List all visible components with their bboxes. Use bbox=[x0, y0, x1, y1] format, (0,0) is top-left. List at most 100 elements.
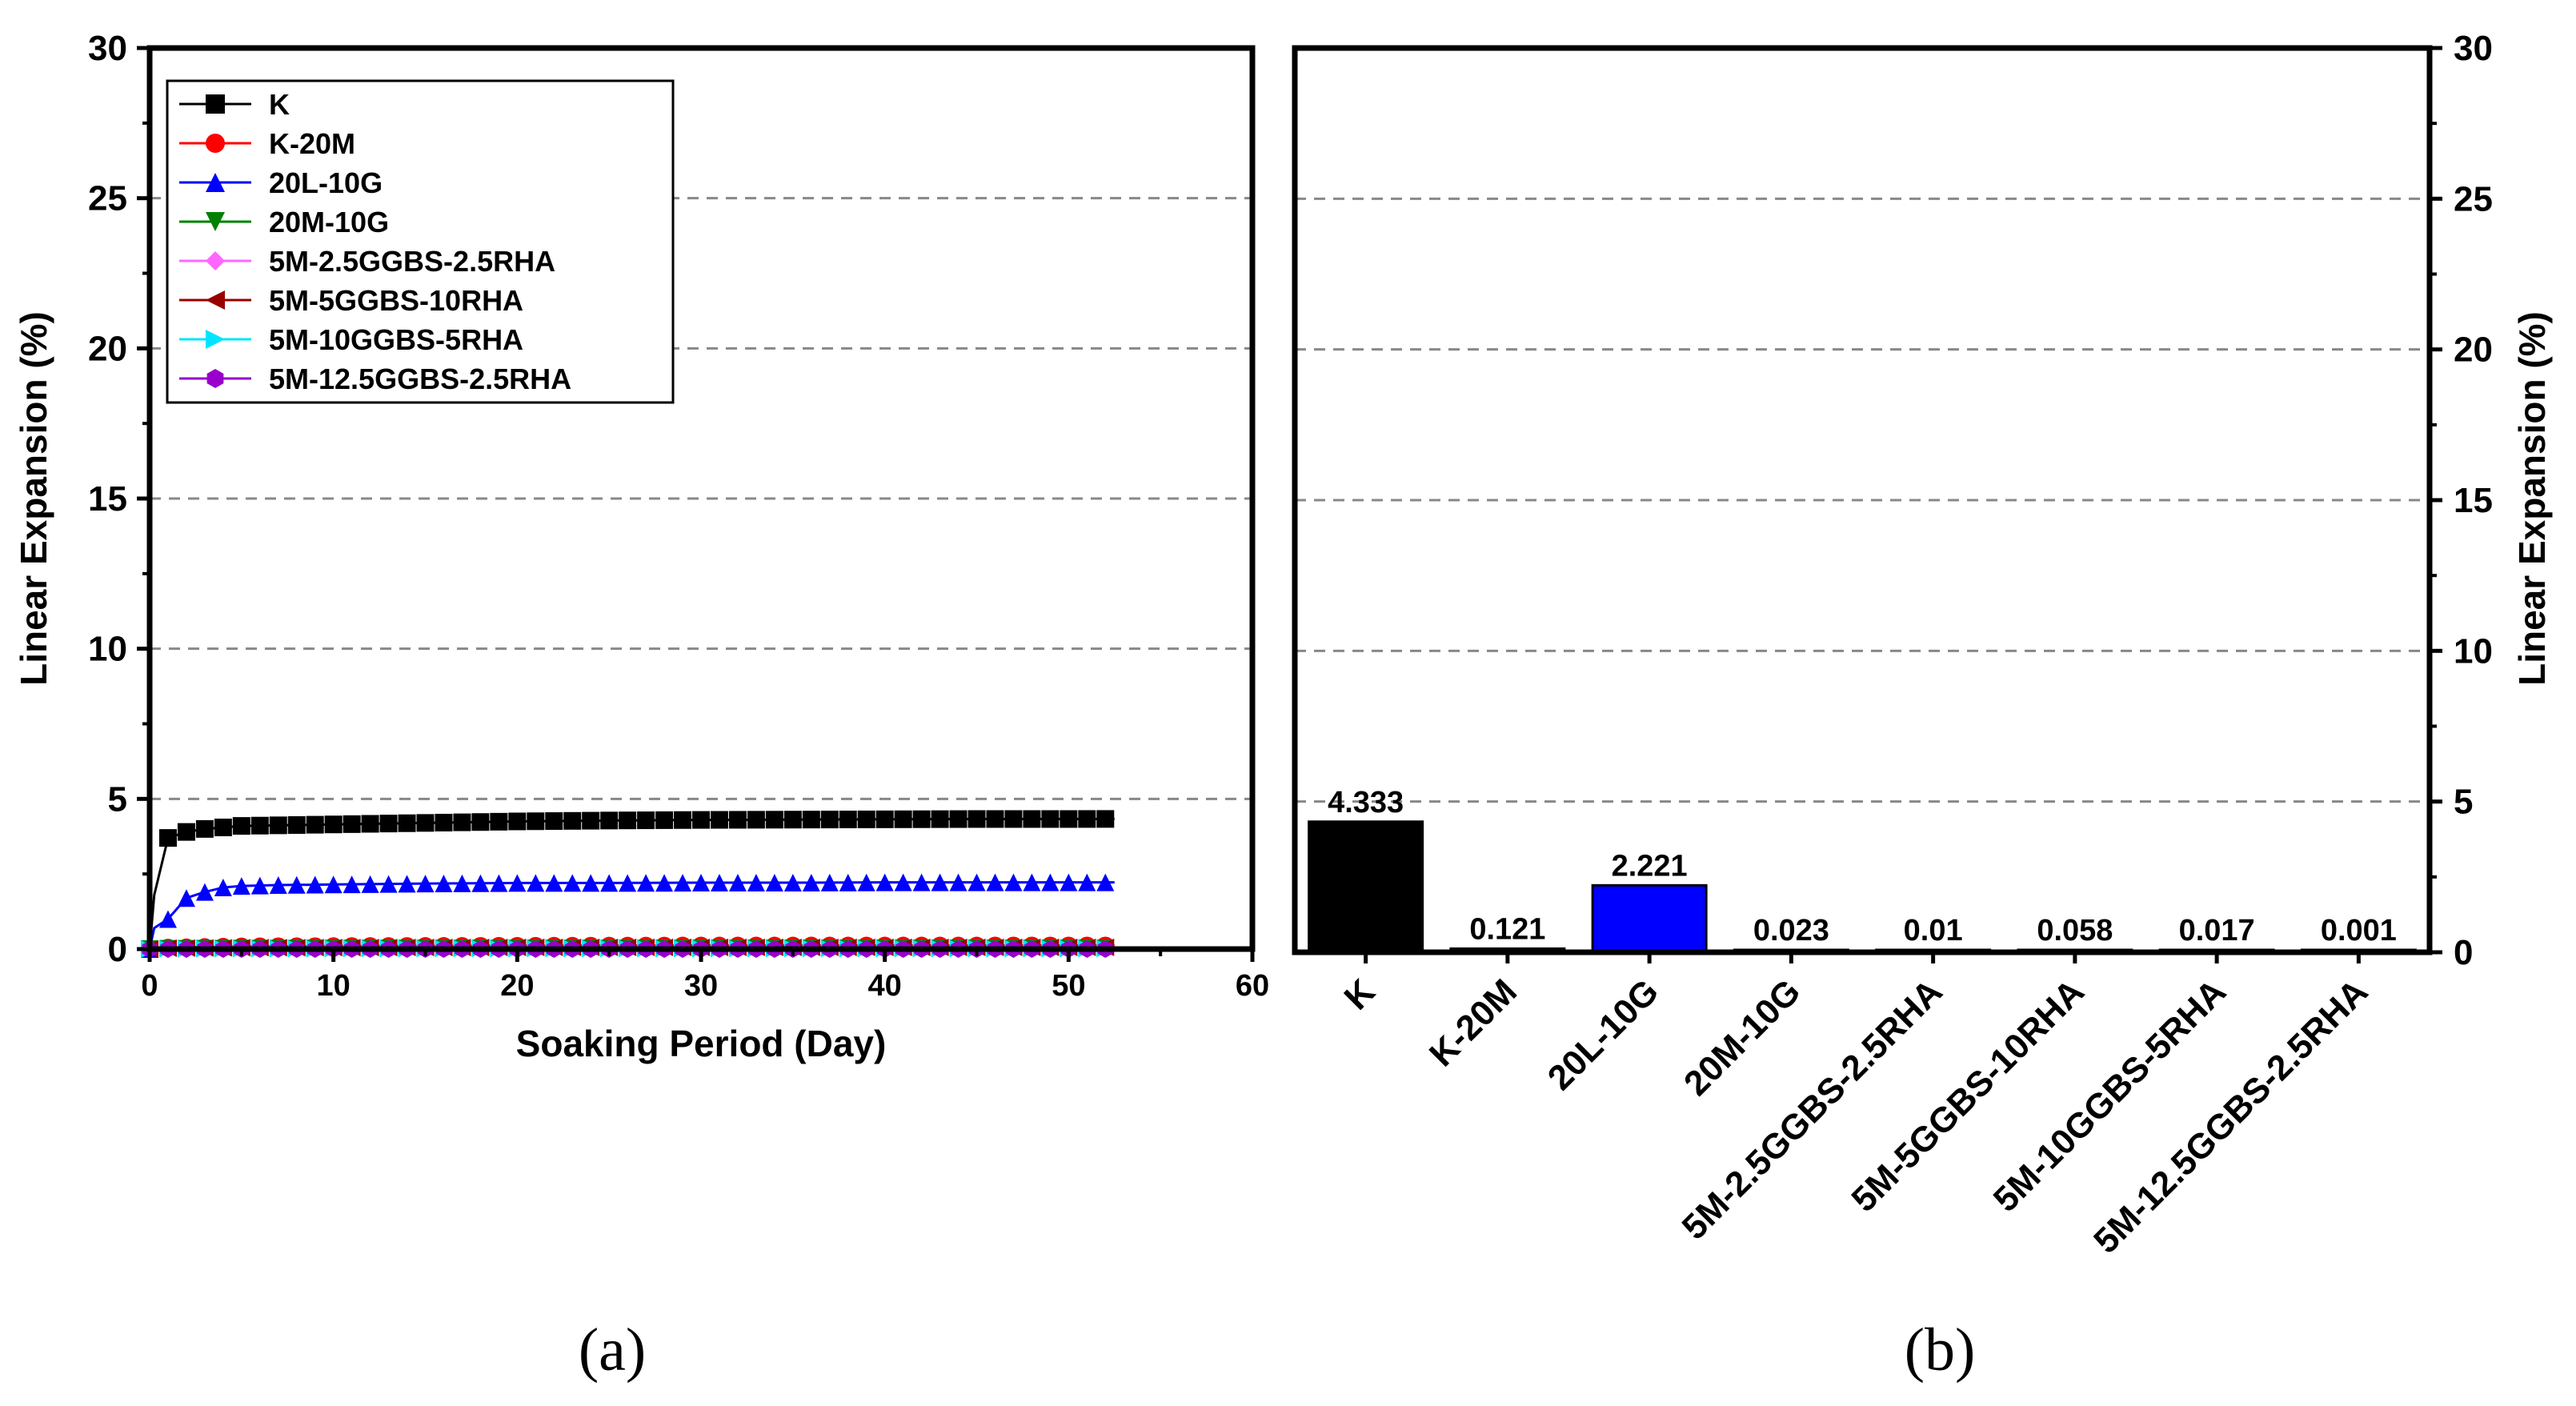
y-tick-label-b: 15 bbox=[2454, 481, 2493, 520]
legend-marker-20L-10G bbox=[206, 173, 225, 192]
data-point-20L-10G bbox=[655, 874, 674, 892]
x-category-label-20L-10G: 20L-10G bbox=[1540, 971, 1666, 1097]
data-point-20L-10G bbox=[158, 910, 177, 928]
line-chart-panel-a: 0 10 20 30 40 50 60 0 5 10 15 20 25 30 Soaking Perio… bbox=[13, 29, 1269, 1384]
data-point-20L-10G bbox=[490, 874, 508, 892]
data-point-20L-10G bbox=[802, 873, 820, 891]
y-tick-label-a: 15 bbox=[88, 479, 127, 519]
data-point-20L-10G bbox=[1078, 873, 1096, 891]
data-point-20L-10G bbox=[232, 877, 250, 895]
series-20L-10G bbox=[141, 873, 1115, 958]
data-point-20L-10G bbox=[250, 876, 269, 895]
data-point-20L-10G bbox=[986, 873, 1004, 891]
data-point-K bbox=[232, 817, 250, 835]
data-point-20L-10G bbox=[949, 873, 968, 891]
data-point-K bbox=[875, 810, 894, 828]
bar-value-labels-b: 4.333 0.121 2.221 0.023 0.01 0.058 0.017 0.001 bbox=[1328, 786, 2397, 947]
data-point-K bbox=[894, 810, 912, 828]
data-point-K bbox=[802, 811, 820, 829]
grid-lines-b bbox=[1295, 197, 2430, 803]
data-point-20L-10G bbox=[674, 874, 692, 892]
data-point-K bbox=[177, 823, 195, 841]
data-point-K bbox=[1096, 810, 1115, 828]
data-point-K bbox=[655, 811, 674, 829]
legend-marker-5M-10GGBS-5RHA bbox=[206, 330, 225, 349]
data-point-K bbox=[508, 812, 527, 831]
x-category-label-5M-2.5GGBS-2.5RHA: 5M-2.5GGBS-2.5RHA bbox=[1675, 971, 1950, 1247]
legend-frame bbox=[166, 79, 675, 404]
data-point-20L-10G bbox=[747, 874, 765, 892]
y-tick-label-b: 25 bbox=[2454, 179, 2493, 218]
x-tick-label-a: 60 bbox=[1236, 969, 1269, 1003]
data-point-20L-10G bbox=[857, 873, 875, 891]
bars-group-b bbox=[1308, 820, 2417, 954]
data-point-20L-10G bbox=[545, 874, 563, 892]
data-point-K bbox=[857, 810, 875, 828]
data-point-20L-10G bbox=[563, 874, 582, 892]
y-axis-title-a: Linear Expansion (%) bbox=[13, 311, 54, 686]
data-point-K bbox=[471, 813, 490, 831]
data-point-K bbox=[765, 811, 783, 829]
data-point-20L-10G bbox=[1096, 873, 1115, 891]
legend-label-5M-2.5GGBS-2.5RHA: 5M-2.5GGBS-2.5RHA bbox=[269, 245, 555, 278]
legend-label-5M-12.5GGBS-2.5RHA: 5M-12.5GGBS-2.5RHA bbox=[269, 363, 571, 395]
x-tick-label-a: 30 bbox=[684, 969, 718, 1003]
data-point-K bbox=[600, 811, 619, 830]
y-tick-label-a: 30 bbox=[88, 29, 127, 68]
legend-label-5M-10GGBS-5RHA: 5M-10GGBS-5RHA bbox=[269, 323, 523, 356]
data-point-K bbox=[1060, 810, 1078, 828]
data-point-20L-10G bbox=[324, 875, 343, 894]
x-tick-label-a: 40 bbox=[868, 969, 902, 1003]
data-point-20L-10G bbox=[728, 874, 747, 892]
data-point-20L-10G bbox=[600, 874, 619, 892]
data-point-K bbox=[912, 810, 931, 828]
data-point-K bbox=[306, 815, 324, 834]
data-point-K bbox=[1041, 810, 1060, 828]
y-ticks-a: 0 5 10 15 20 25 30 bbox=[88, 29, 150, 969]
x-category-label-K-20M: K-20M bbox=[1422, 971, 1524, 1074]
data-point-K bbox=[398, 814, 416, 832]
bar-value-label-K: 4.333 bbox=[1328, 786, 1404, 819]
legend-marker-5M-2.5GGBS-2.5RHA bbox=[206, 251, 225, 270]
bar-K bbox=[1308, 820, 1424, 954]
y-ticks-b: 0 5 10 15 20 25 30 bbox=[2430, 29, 2493, 972]
bar-value-label-20M-10G: 0.023 bbox=[1753, 914, 1829, 947]
y-tick-label-a: 5 bbox=[108, 779, 127, 819]
bar-value-label-K-20M: 0.121 bbox=[1469, 912, 1545, 946]
data-point-20L-10G bbox=[637, 874, 655, 892]
data-point-K bbox=[710, 811, 728, 829]
data-point-20L-10G bbox=[875, 873, 894, 891]
data-point-K bbox=[582, 811, 600, 830]
data-point-20L-10G bbox=[379, 875, 398, 893]
y-tick-label-a: 10 bbox=[88, 630, 127, 669]
data-point-20L-10G bbox=[471, 874, 490, 892]
legend-label-K: K bbox=[269, 88, 290, 121]
x-tick-label-a: 50 bbox=[1052, 969, 1085, 1003]
data-point-K bbox=[637, 811, 655, 830]
data-point-20L-10G bbox=[398, 875, 416, 893]
x-ticks-a: 0 10 20 30 40 50 60 bbox=[141, 949, 1269, 1003]
data-point-20L-10G bbox=[287, 875, 306, 894]
series-group-a bbox=[141, 810, 1115, 958]
data-point-20L-10G bbox=[582, 874, 600, 892]
data-point-20L-10G bbox=[820, 873, 839, 891]
data-point-K bbox=[195, 819, 214, 838]
bar-20L-10G bbox=[1591, 883, 1708, 954]
bar-value-label-5M-2.5GGBS-2.5RHA: 0.01 bbox=[1904, 914, 1963, 947]
legend-label-5M-5GGBS-10RHA: 5M-5GGBS-10RHA bbox=[269, 284, 523, 317]
data-point-20L-10G bbox=[1041, 873, 1060, 891]
data-point-20L-10G bbox=[839, 873, 857, 891]
data-point-20L-10G bbox=[306, 875, 324, 894]
bar-chart-panel-b: 0 5 10 15 20 25 30 K K-20M 20L-10G 20M-10G5M-2.5G… bbox=[1292, 29, 2553, 1384]
data-point-K bbox=[1023, 810, 1041, 828]
data-point-K bbox=[783, 811, 802, 829]
y-axis-title-b: Linear Expansion (%) bbox=[2511, 311, 2553, 686]
data-point-20L-10G bbox=[343, 875, 361, 894]
legend-marker-20M-10G bbox=[206, 212, 225, 231]
data-point-20L-10G bbox=[968, 873, 986, 891]
data-point-20L-10G bbox=[894, 873, 912, 891]
x-axis-title-a: Soaking Period (Day) bbox=[516, 1023, 887, 1064]
data-point-20L-10G bbox=[1004, 873, 1023, 891]
data-point-K bbox=[527, 812, 545, 831]
